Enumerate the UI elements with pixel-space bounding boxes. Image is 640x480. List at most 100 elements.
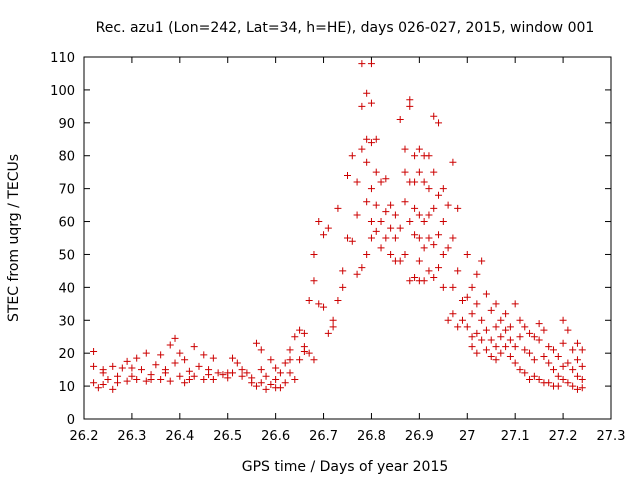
data-point (358, 60, 366, 68)
data-point (99, 380, 107, 388)
data-point (497, 316, 505, 324)
data-point (90, 348, 98, 356)
data-point (147, 376, 155, 384)
data-point (449, 158, 457, 166)
data-point (401, 145, 409, 153)
x-tick-label: 26.2 (70, 429, 99, 444)
data-point (573, 385, 581, 393)
data-point (209, 376, 217, 384)
data-point (511, 343, 519, 351)
y-tick-label: 20 (58, 347, 75, 362)
data-point (248, 379, 256, 387)
data-point (377, 178, 385, 186)
x-tick-label: 27 (459, 429, 476, 444)
data-point (367, 60, 375, 68)
data-point (320, 303, 328, 311)
data-point (415, 257, 423, 265)
data-point (190, 343, 198, 351)
data-point (535, 336, 543, 344)
x-tick-label: 26.8 (357, 429, 386, 444)
data-point (358, 102, 366, 110)
data-point (530, 356, 538, 364)
data-point (310, 277, 318, 285)
data-point (578, 362, 586, 370)
data-point (296, 356, 304, 364)
data-point (502, 310, 510, 318)
data-point (324, 224, 332, 232)
data-point (224, 369, 232, 377)
x-tick-label: 27.1 (501, 429, 530, 444)
data-point (109, 385, 117, 393)
data-point (315, 218, 323, 226)
data-point (315, 300, 323, 308)
data-point (363, 250, 371, 258)
data-point (229, 354, 237, 362)
data-point (353, 270, 361, 278)
data-point (401, 250, 409, 258)
data-point (157, 351, 165, 359)
data-point (559, 316, 567, 324)
x-tick-label: 26.6 (261, 429, 290, 444)
data-point (569, 366, 577, 374)
data-point (363, 89, 371, 97)
data-point (401, 198, 409, 206)
data-point (372, 201, 380, 209)
data-point (545, 343, 553, 351)
data-point (286, 346, 294, 354)
x-tick-label: 26.7 (309, 429, 338, 444)
data-point (176, 372, 184, 380)
data-point (449, 310, 457, 318)
data-point (358, 145, 366, 153)
data-point (358, 264, 366, 272)
data-point (454, 323, 462, 331)
data-point (473, 349, 481, 357)
data-point (367, 185, 375, 193)
y-tick-label: 80 (58, 150, 75, 165)
data-point (468, 333, 476, 341)
data-point (382, 208, 390, 216)
data-point (425, 185, 433, 193)
data-point (473, 300, 481, 308)
data-point (142, 349, 150, 357)
data-point (401, 168, 409, 176)
data-point (396, 224, 404, 232)
data-point (478, 316, 486, 324)
data-point (387, 250, 395, 258)
data-point (339, 267, 347, 275)
data-point (372, 227, 380, 235)
data-point (286, 369, 294, 377)
x-tick-label: 26.3 (117, 429, 146, 444)
data-point (550, 366, 558, 374)
data-point (497, 333, 505, 341)
x-tick-label: 26.5 (213, 429, 242, 444)
data-point (540, 326, 548, 334)
data-point (411, 273, 419, 281)
data-point (487, 352, 495, 360)
data-point (300, 348, 308, 356)
data-point (554, 382, 562, 390)
data-point (526, 349, 534, 357)
x-tick-label: 26.9 (405, 429, 434, 444)
data-point (468, 283, 476, 291)
data-point (367, 99, 375, 107)
data-point (559, 339, 567, 347)
data-point (171, 359, 179, 367)
data-point (463, 323, 471, 331)
data-point (564, 359, 572, 367)
data-point (90, 379, 98, 387)
data-point (329, 323, 337, 331)
data-point (406, 96, 414, 104)
data-point (128, 372, 136, 380)
data-point (286, 356, 294, 364)
data-point (526, 376, 534, 384)
y-tick-label: 100 (50, 84, 75, 99)
data-point (506, 336, 514, 344)
data-point (209, 354, 217, 362)
data-point (439, 218, 447, 226)
data-point (449, 234, 457, 242)
data-point (363, 135, 371, 143)
data-point (492, 300, 500, 308)
y-tick-label: 110 (50, 51, 75, 66)
data-point (109, 362, 117, 370)
